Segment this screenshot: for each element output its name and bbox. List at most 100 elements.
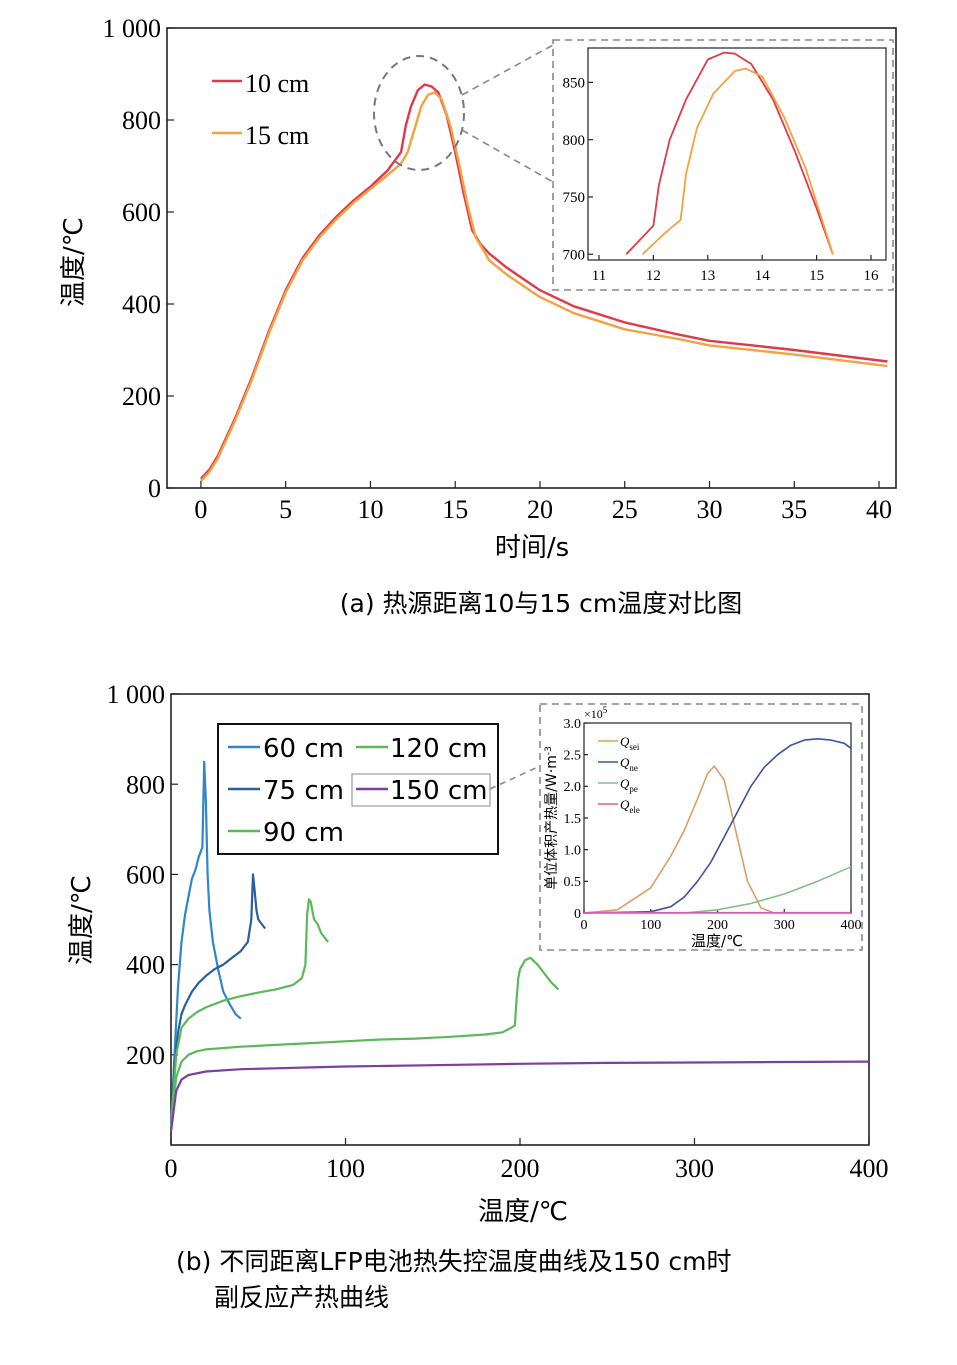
chart-b-series-75-cm xyxy=(169,873,267,1128)
inset-b-ytick-label: 1.5 xyxy=(564,812,582,827)
chart-b-series-90-cm xyxy=(169,898,329,1128)
peak-highlight-circle xyxy=(373,55,465,171)
chart-a-ytick-label: 400 xyxy=(122,290,161,319)
chart-a-ytick-label: 600 xyxy=(122,198,161,227)
inset-b-multiplier: ×105 xyxy=(584,705,608,721)
legend-a-15cm-label: 15 cm xyxy=(245,121,309,150)
chart-b-ytick-label: 400 xyxy=(126,951,165,980)
inset-a-series xyxy=(625,51,834,255)
chart-b-xtick-label: 400 xyxy=(850,1154,889,1183)
legend-to-inset-connector xyxy=(489,765,541,790)
inset-b-series xyxy=(583,737,852,914)
inset-b-series-q-sei xyxy=(583,765,851,914)
chart-b-x-label: 温度/℃ xyxy=(478,1197,568,1227)
inset-b-xtick-label: 0 xyxy=(581,918,588,933)
chart-a-series-15-cm xyxy=(200,91,888,482)
chart-b-ytick-label: 800 xyxy=(126,770,165,799)
chart-a-frame xyxy=(166,27,897,489)
inset-b-series-q-ne xyxy=(583,737,852,914)
inset-legend-qne: Qne xyxy=(620,755,638,773)
inset-a-xtick-label: 15 xyxy=(809,268,824,284)
chart-b-xtick-label: 100 xyxy=(326,1154,365,1183)
chart-b: 0 100 200 300 400 200 400 600 800 1 000 60 cm 75… xyxy=(67,680,889,1312)
inset-a-xtick-label: 13 xyxy=(700,268,715,284)
chart-b-xtick-label: 0 xyxy=(165,1154,178,1183)
legend-b-60cm-label: 60 cm xyxy=(263,734,344,764)
inset-b-xtick-label: 200 xyxy=(707,918,728,933)
chart-b-xtick-label: 300 xyxy=(675,1154,714,1183)
inset-b-xtick-label: 100 xyxy=(640,918,661,933)
inset-a-ytick-label: 800 xyxy=(563,133,586,149)
chart-a-xtick-label: 35 xyxy=(781,495,807,524)
inset-a-xtick-label: 16 xyxy=(864,268,880,284)
inset-b-ytick-label: 2.0 xyxy=(564,780,582,795)
chart-b-y-label: 温度/℃ xyxy=(67,875,97,965)
inset-b-legend: Qsei Qne Qpe Qele xyxy=(598,734,640,815)
inset-b-ytick-label: 0 xyxy=(574,907,581,922)
chart-b-xtick-label: 200 xyxy=(501,1154,540,1183)
chart-a-xtick-label: 40 xyxy=(866,495,892,524)
chart-a-xtick-label: 15 xyxy=(442,495,468,524)
zoom-connector-top xyxy=(461,44,554,96)
chart-b-caption-line2: 副反应产热曲线 xyxy=(214,1283,389,1312)
zoom-connector-bottom xyxy=(461,129,554,183)
chart-a-xtick-label: 10 xyxy=(357,495,383,524)
inset-a-series-15-cm xyxy=(641,67,834,255)
inset-b-x-ticks: 0 100 200 300 400 xyxy=(581,909,862,933)
inset-b-xtick-label: 400 xyxy=(841,918,862,933)
legend-b-150cm-label: 150 cm xyxy=(390,776,488,806)
inset-b-x-label: 温度/℃ xyxy=(691,932,743,950)
legend-b-150cm-highlight xyxy=(351,773,491,807)
inset-a-series-10-cm xyxy=(625,51,834,255)
inset-b-frame xyxy=(583,722,852,914)
inset-a-y-ticks: 700 750 800 850 xyxy=(563,76,593,264)
chart-a-xtick-label: 30 xyxy=(697,495,723,524)
legend-b-120cm-label: 120 cm xyxy=(390,734,488,764)
inset-legend-qele: Qele xyxy=(620,797,640,815)
chart-a-x-ticks: 0 5 10 15 20 25 30 35 40 xyxy=(194,481,892,524)
chart-a-ytick-label: 800 xyxy=(122,106,161,135)
inset-b-y-ticks: 0 0.5 1.0 1.5 2.0 2.5 3.0 xyxy=(564,717,588,922)
inset-a-ytick-label: 700 xyxy=(563,248,586,264)
inset-b-y-label: 单位体积产热量/W·m-3 xyxy=(544,746,560,890)
inset-a-xtick-label: 11 xyxy=(592,268,606,284)
chart-b-ytick-label: 200 xyxy=(126,1041,165,1070)
legend-a-10cm-label: 10 cm xyxy=(245,69,309,98)
chart-a-caption: (a) 热源距离10与15 cm温度对比图 xyxy=(340,589,742,618)
inset-a-xtick-label: 12 xyxy=(646,268,661,284)
chart-b-y-ticks: 200 400 600 800 1 000 xyxy=(107,680,178,1070)
chart-b-series-60-cm xyxy=(169,760,242,1128)
chart-b-caption-line1: (b) 不同距离LFP电池热失控温度曲线及150 cm时 xyxy=(176,1247,731,1276)
inset-a-ytick-label: 750 xyxy=(563,190,586,206)
inset-b-ytick-label: 2.5 xyxy=(564,749,582,764)
inset-b-xtick-label: 300 xyxy=(774,918,795,933)
chart-b-series-120-cm xyxy=(169,956,560,1128)
chart-a-series xyxy=(200,83,888,482)
chart-a-x-label: 时间/s xyxy=(495,533,569,563)
chart-b-x-ticks: 0 100 200 300 400 xyxy=(165,1138,889,1183)
chart-a-ytick-label: 1 000 xyxy=(103,14,162,43)
inset-a-x-ticks: 11 12 13 14 15 16 xyxy=(592,255,879,284)
chart-a-y-ticks: 0 200 400 600 800 1 000 xyxy=(103,14,174,503)
inset-legend-qsei: Qsei xyxy=(620,734,640,752)
chart-b-series-150-cm xyxy=(169,1060,870,1132)
legend-b-90cm-label: 90 cm xyxy=(263,818,344,848)
inset-a-xtick-label: 14 xyxy=(755,268,771,284)
inset-a-frame xyxy=(587,47,887,261)
chart-a-ytick-label: 200 xyxy=(122,382,161,411)
chart-a-xtick-label: 5 xyxy=(279,495,292,524)
chart-a-y-label: 温度/℃ xyxy=(59,217,89,307)
inset-b-ytick-label: 1.0 xyxy=(564,844,582,859)
chart-b-series xyxy=(169,760,870,1132)
chart-b-ytick-label: 1 000 xyxy=(107,680,166,709)
legend-b-75cm-label: 75 cm xyxy=(263,776,344,806)
chart-a-ytick-label: 0 xyxy=(148,474,161,503)
inset-a-ytick-label: 850 xyxy=(563,76,586,92)
chart-a: 0 5 10 15 20 25 30 35 40 0 200 400 600 800 1 000 10 c… xyxy=(59,14,897,618)
inset-b-ytick-label: 3.0 xyxy=(564,717,582,732)
inset-legend-qpe: Qpe xyxy=(620,776,638,794)
chart-b-ytick-label: 600 xyxy=(126,861,165,890)
chart-a-xtick-label: 25 xyxy=(612,495,638,524)
inset-b-ytick-label: 0.5 xyxy=(564,875,582,890)
